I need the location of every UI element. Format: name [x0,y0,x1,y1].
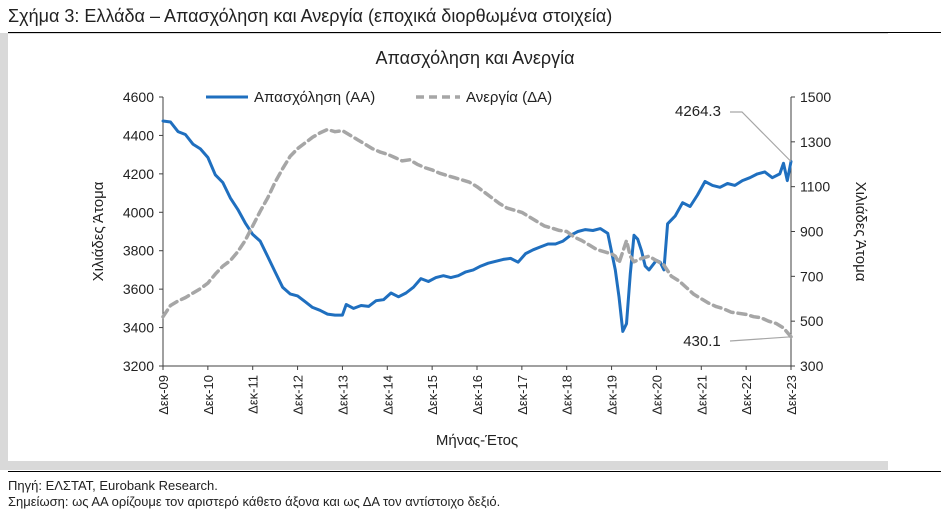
right-tick-label: 700 [800,268,824,284]
chart-area: Απασχόληση και Ανεργία 3200 3400 3600 3800 4… [8,34,888,461]
x-tick-label: Δεκ-19 [605,375,620,415]
x-tick-label: Δεκ-23 [784,375,799,415]
right-tick-label: 1100 [800,179,830,195]
left-tick-label: 4400 [123,127,154,143]
x-tick-label: Δεκ-14 [380,375,395,415]
annotation-employment-leader [730,111,792,162]
annotation-unemployment-leader [729,336,792,342]
chart-title: Απασχόληση και Ανεργία [376,48,575,68]
legend-unemployment-label: Ανεργία (ΔΑ) [466,89,552,106]
x-tick-label: Δεκ-16 [470,375,485,415]
right-tick-label: 900 [800,224,824,240]
legend: Απασχόληση (ΑΑ) Ανεργία (ΔΑ) [206,89,552,106]
y-axis-label-right: Χιλιάδες Άτομα [852,182,869,282]
y-axis-label-left: Χιλιάδες Άτομα [90,181,107,281]
x-tick-label: Δεκ-09 [156,375,171,415]
x-tick-label: Δεκ-10 [201,375,216,415]
left-tick-label: 3600 [123,281,154,297]
left-tick-label: 4600 [123,89,154,105]
figure-title: Σχήμα 3: Ελλάδα – Απασχόληση και Ανεργία… [8,6,613,26]
x-tick-label: Δεκ-12 [291,375,306,415]
title-rule [8,32,941,33]
x-tick-label: Δεκ-22 [739,375,754,415]
series-layer [161,119,793,339]
x-tick-label: Δεκ-21 [694,375,709,415]
footer-rule [8,471,941,472]
right-tick-label: 1500 [800,89,831,105]
x-tick-label: Δεκ-15 [425,375,440,415]
left-tick-label: 3200 [123,358,154,374]
x-tick-label: Δεκ-17 [515,375,530,415]
left-tick-label: 4000 [123,204,154,220]
left-tick-label: 3400 [123,320,154,336]
chart-footnotes: Πηγή: ΕΛΣΤΑΤ, Eurobank Research. Σημείωσ… [8,478,500,510]
x-tick-label: Δεκ-18 [560,375,575,415]
note-text: Σημείωση: ως ΑΑ ορίζουμε τον αριστερό κά… [8,494,501,509]
annotation-unemployment-label: 430.1 [683,333,721,350]
left-tick-label: 4200 [123,166,154,182]
right-tick-label: 300 [800,358,824,374]
unemployment-series-line [161,127,793,339]
x-axis-label: Μήνας-Έτος [436,432,518,449]
x-tick-label: Δεκ-20 [649,375,664,415]
employment-series-line [161,119,793,333]
x-tick-label: Δεκ-11 [246,375,261,414]
chart-svg: Απασχόληση και Ανεργία 3200 3400 3600 3800 4… [90,48,869,449]
right-tick-label: 1300 [800,134,831,150]
right-tick-label: 500 [800,313,824,329]
x-tick-label: Δεκ-13 [335,375,350,415]
annotation-employment-label: 4264.3 [675,103,721,120]
axes: 3200 3400 3600 3800 4000 4200 4400 4600 300 500 70… [90,89,869,449]
legend-employment-label: Απασχόληση (ΑΑ) [254,89,375,106]
annotations: 4264.3 430.1 [675,103,792,350]
left-tick-label: 3800 [123,243,154,259]
source-text: Πηγή: ΕΛΣΤΑΤ, Eurobank Research. [8,478,218,493]
